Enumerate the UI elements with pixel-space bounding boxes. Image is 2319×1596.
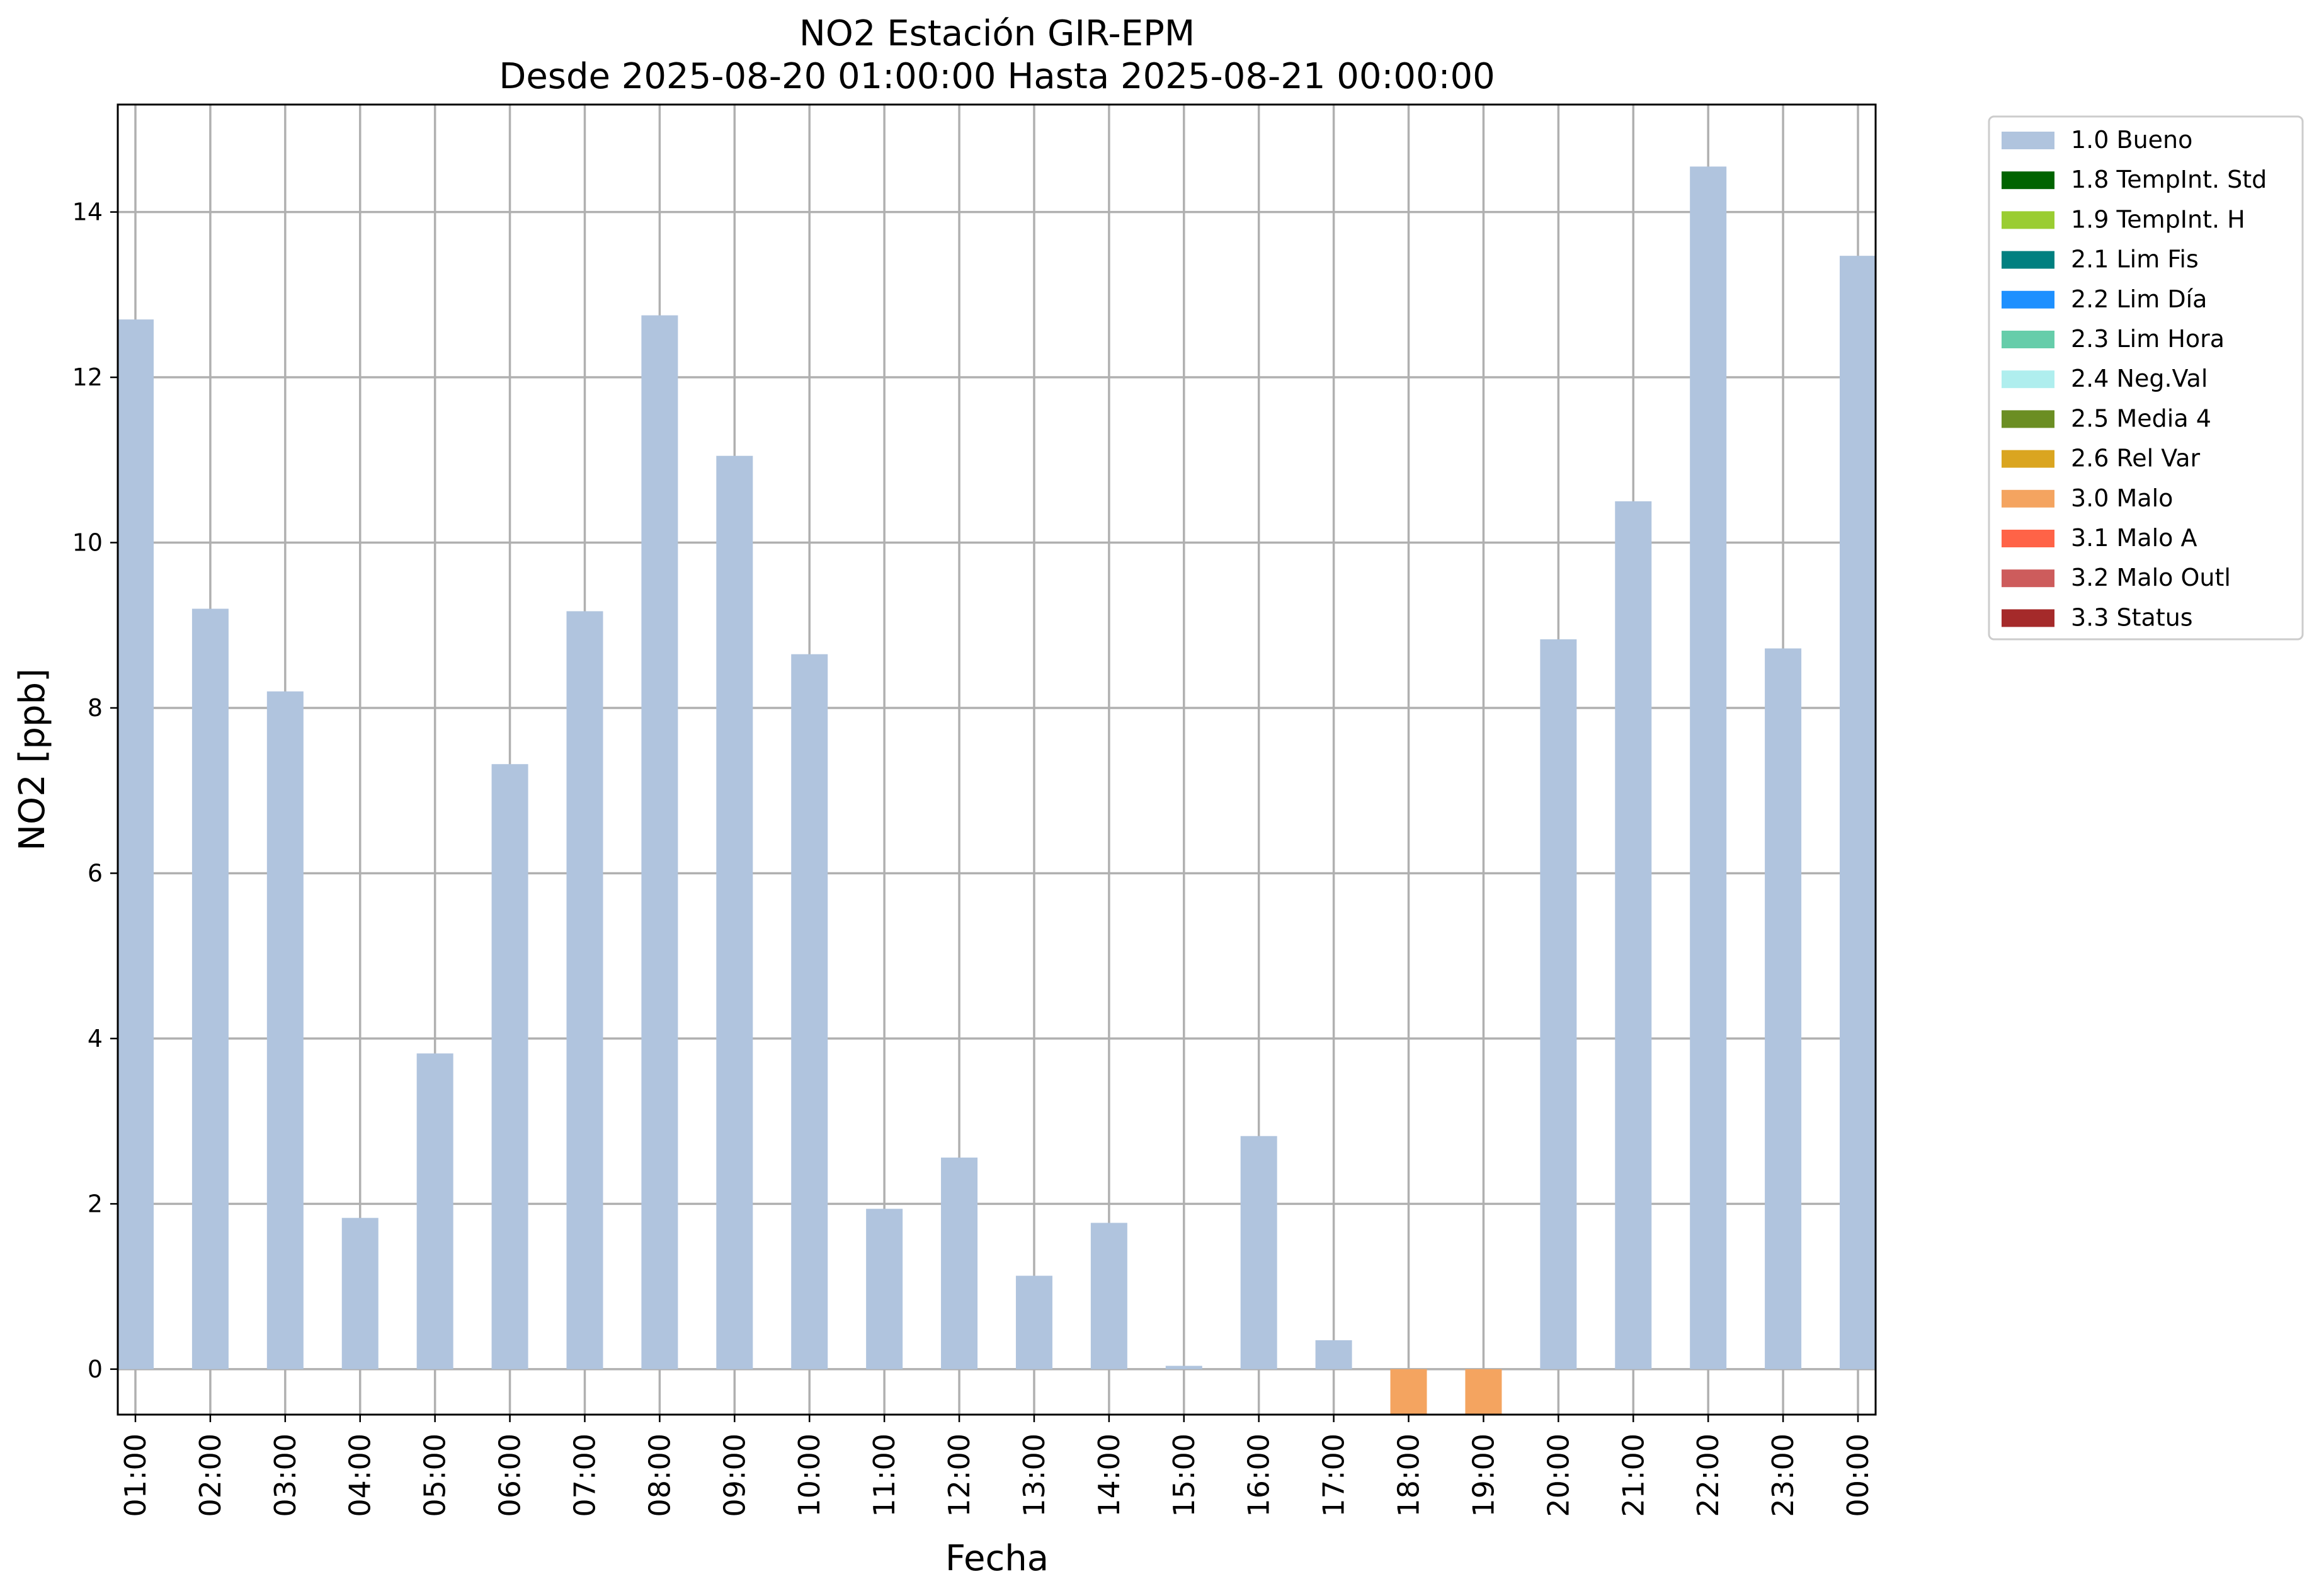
bar [941,1157,978,1369]
x-tick-label: 00:00 [1841,1434,1875,1517]
legend-entry: 1.8 TempInt. Std [2071,166,2267,193]
bar [1015,1275,1052,1369]
x-tick-label: 22:00 [1691,1434,1725,1517]
legend-entry: 2.4 Neg.Val [2071,365,2208,392]
bar [1540,639,1577,1369]
x-tick-label: 09:00 [717,1434,751,1517]
x-tick-label: 19:00 [1466,1434,1500,1517]
y-tick-label: 10 [72,529,103,557]
legend-entry: 2.5 Media 4 [2071,404,2211,432]
x-tick-label: 21:00 [1616,1434,1650,1517]
bar [1090,1223,1127,1369]
y-tick-label: 12 [72,363,103,391]
x-tick-label: 14:00 [1092,1434,1126,1517]
bar [491,764,528,1369]
x-axis-label: Fecha [945,1538,1049,1579]
legend-swatch [2002,211,2054,229]
legend-entry: 2.6 Rel Var [2071,445,2201,472]
bar [191,608,229,1369]
y-tick-label: 4 [88,1025,103,1052]
x-tick-label: 18:00 [1392,1434,1426,1517]
bar [266,691,304,1369]
y-tick-label: 2 [88,1190,103,1217]
y-tick-label: 0 [88,1355,103,1383]
y-tick-label: 6 [88,859,103,887]
legend-entry: 3.2 Malo Outl [2071,564,2231,591]
x-tick-label: 06:00 [493,1434,527,1517]
bar [1165,1365,1202,1369]
x-tick-label: 23:00 [1766,1434,1800,1517]
plot-area [117,103,1877,1416]
x-tick-label: 13:00 [1017,1434,1051,1517]
legend-swatch [2002,450,2054,468]
bar [1765,648,1802,1369]
y-tick-label: 14 [72,198,103,226]
legend-entry: 1.9 TempInt. H [2071,205,2245,233]
legend-entry: 3.1 Malo A [2071,524,2197,552]
legend-swatch [2002,132,2054,149]
x-tick-label: 11:00 [867,1434,901,1517]
y-axis-label: NO2 [ppb] [12,668,53,851]
x-tick-label: 17:00 [1317,1434,1351,1517]
bar [1315,1340,1352,1369]
x-tick-label: 12:00 [942,1434,976,1517]
x-tick-label: 01:00 [118,1434,152,1517]
chart-subtitle: Desde 2025-08-20 01:00:00 Hasta 2025-08-… [499,56,1495,97]
legend-swatch [2002,489,2054,508]
legend-entry: 2.1 Lim Fis [2071,246,2199,273]
bar [641,315,678,1369]
grid [118,105,1876,1415]
x-tick-label: 08:00 [642,1434,676,1517]
chart-title: NO2 Estación GIR-EPM [799,13,1195,54]
x-tick-label: 04:00 [343,1434,377,1517]
bar [341,1217,379,1369]
bars [117,166,1876,1415]
legend-swatch [2002,410,2054,428]
y-tick-label: 8 [88,694,103,722]
legend-entry: 3.0 Malo [2071,484,2173,512]
legend-swatch [2002,569,2054,588]
legend-swatch [2002,171,2054,190]
legend-entry: 3.3 Status [2071,603,2193,631]
bar [1465,1369,1502,1415]
bar [866,1209,903,1369]
bar [1615,501,1652,1369]
x-tick-label: 02:00 [193,1434,227,1517]
x-tick-label: 10:00 [792,1434,826,1517]
bar [1390,1369,1427,1415]
legend-frame [1988,115,2304,641]
bar [1690,166,1727,1369]
x-tick-label: 16:00 [1242,1434,1276,1517]
x-axis: 01:00 02:00 03:00 04:00 05:00 06:00 07:00 08:00… [118,1415,1875,1517]
bar [1240,1136,1277,1369]
x-tick-label: 03:00 [268,1434,302,1517]
legend-swatch [2002,530,2054,547]
legend: 1.0 Bueno 1.8 TempInt. Std 1.9 TempInt. H 2… [1988,115,2304,641]
x-tick-label: 20:00 [1541,1434,1575,1517]
legend-swatch [2002,290,2054,309]
legend-swatch [2002,331,2054,348]
x-tick-label: 15:00 [1167,1434,1201,1517]
legend-swatch [2002,609,2054,627]
bar [117,319,154,1369]
legend-entry: 1.0 Bueno [2071,126,2192,154]
bar [791,654,828,1369]
bar [716,455,753,1369]
x-tick-label: 05:00 [418,1434,452,1517]
legend-swatch [2002,251,2054,269]
bar [1840,256,1876,1369]
bar [416,1053,453,1369]
legend-entry: 2.3 Lim Hora [2071,325,2225,353]
legend-swatch [2002,370,2054,389]
bar [566,611,603,1369]
x-tick-label: 07:00 [567,1434,601,1517]
y-axis: 0 2 4 6 8 10 12 14 [72,198,118,1383]
legend-entry: 2.2 Lim Día [2071,285,2207,313]
